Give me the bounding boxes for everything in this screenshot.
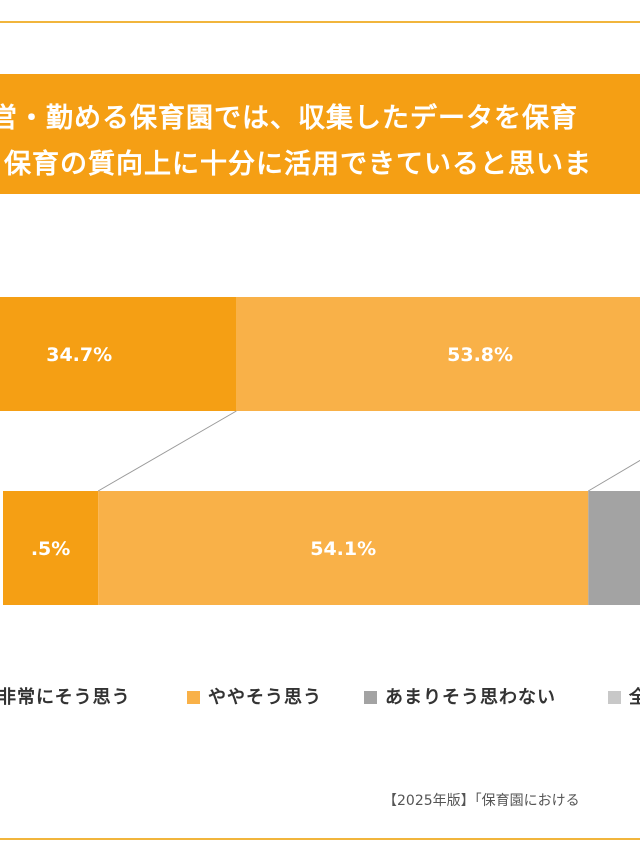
legend-label-somewhat-agree: ややそう思う	[208, 687, 322, 708]
legend-label-not-much: あまりそう思わない	[385, 687, 556, 708]
chart-title-line-1: 営・勤める保育園では、収集したデータを保育	[0, 103, 578, 134]
top-frame-line	[0, 21, 640, 23]
bar-somewhat-agree-row-1	[236, 297, 640, 411]
source-note: 【2025年版】「保育園における	[383, 793, 580, 809]
data-label-somewhat-agree-row-2: 54.1%	[310, 538, 376, 560]
connector-line-2	[588, 459, 640, 492]
legend-item-very-agree: 非常にそう思う	[0, 683, 131, 709]
legend-swatch-somewhat-agree	[187, 691, 200, 704]
bar-not-much-row-2	[588, 491, 640, 605]
chart-title-line-2: 保育の質向上に十分に活用できていると思いま	[4, 149, 592, 180]
data-label-somewhat-agree-row-1: 53.8%	[447, 344, 513, 366]
data-label-very-agree-row-2: .5%	[31, 538, 70, 560]
bottom-frame-line	[0, 838, 640, 840]
chart-legend: 非常にそう思う ややそう思う あまりそう思わない 全	[0, 683, 640, 717]
legend-swatch-not-at-all	[608, 691, 621, 704]
data-label-very-agree-row-1: 34.7%	[46, 344, 112, 366]
legend-label-very-agree: 非常にそう思う	[0, 687, 131, 708]
bar-very-agree-row-1	[0, 297, 237, 411]
bar-very-agree-row-2	[3, 491, 99, 605]
legend-item-not-much: あまりそう思わない	[364, 683, 556, 709]
legend-label-not-at-all: 全	[629, 687, 640, 708]
connector-line-1	[97, 410, 237, 492]
legend-swatch-not-much	[364, 691, 377, 704]
title-banner: 営・勤める保育園では、収集したデータを保育 保育の質向上に十分に活用できていると…	[0, 74, 640, 194]
legend-item-somewhat-agree: ややそう思う	[187, 683, 322, 709]
legend-item-not-at-all: 全	[608, 683, 640, 709]
bar-somewhat-agree-row-2	[98, 491, 589, 605]
